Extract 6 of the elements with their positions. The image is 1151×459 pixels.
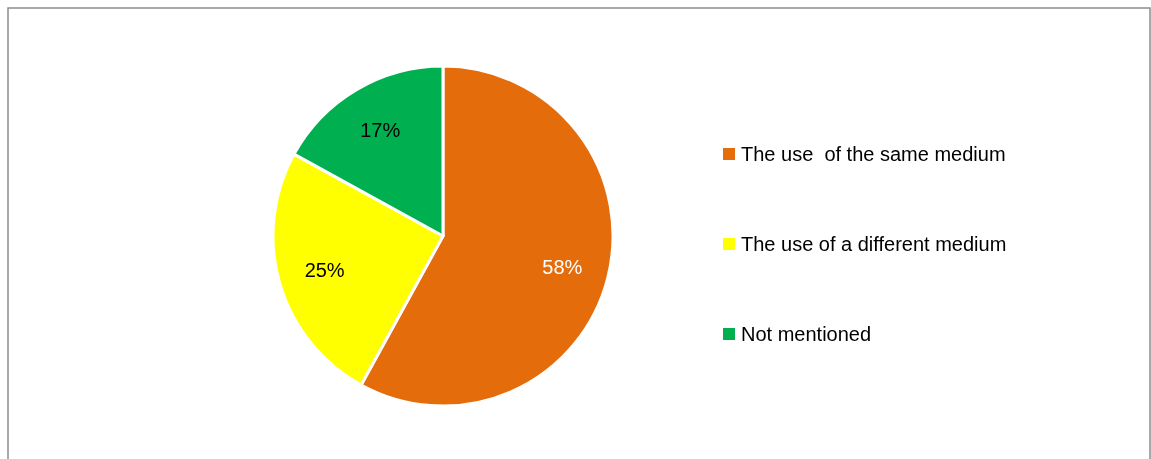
legend-label: Not mentioned — [741, 323, 872, 345]
data-label: 25% — [304, 259, 345, 282]
data-label: 58% — [542, 255, 583, 278]
legend-label: The use of a different medium — [741, 233, 1007, 255]
legend-label: The use of the same medium — [741, 143, 1006, 165]
data-label: 17% — [360, 118, 401, 141]
